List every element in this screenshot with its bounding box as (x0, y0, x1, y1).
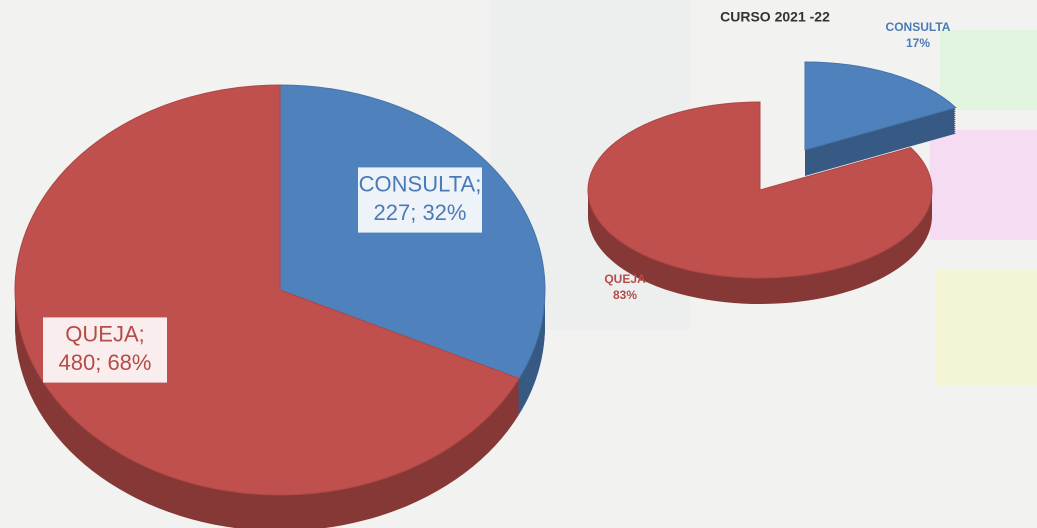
data-label: 17% (906, 36, 930, 50)
slice (587, 101, 933, 279)
background-note (930, 130, 1037, 240)
slice (14, 84, 520, 496)
data-label: QUEJA; (65, 322, 144, 347)
chart-title: CURSO 2021 -22 (720, 9, 830, 25)
data-label: CONSULTA; (359, 172, 482, 197)
data-label: 83% (613, 288, 637, 302)
data-label-box (358, 167, 482, 233)
background-note (935, 270, 1037, 385)
data-label: 480; 68% (59, 350, 152, 375)
category-label: QUEJA (604, 272, 646, 286)
data-label: 227; 32% (374, 200, 467, 225)
slice (804, 61, 957, 151)
background-note (940, 30, 1037, 110)
data-label-box (43, 317, 167, 383)
category-label: CONSULTA (886, 20, 951, 34)
